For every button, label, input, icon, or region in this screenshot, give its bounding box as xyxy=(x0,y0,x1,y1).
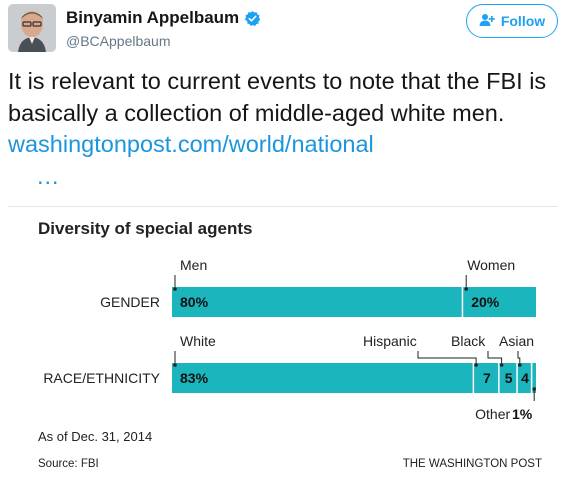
category-label-women: Women xyxy=(467,257,515,273)
verified-badge-icon xyxy=(244,10,261,27)
author-handle[interactable]: @BCAppelbaum xyxy=(66,33,171,49)
leader-dot-men xyxy=(173,287,177,291)
data-label-women: 20% xyxy=(471,294,500,310)
leader-dot-white xyxy=(173,363,177,367)
follow-button[interactable]: Follow xyxy=(466,4,558,38)
bar-race-ethnicity-asian xyxy=(517,363,531,393)
data-label-asian: 4 xyxy=(521,370,529,386)
chart-image[interactable]: Diversity of special agents GENDER 80% Men… xyxy=(8,206,558,480)
category-label-men: Men xyxy=(180,257,207,273)
avatar[interactable] xyxy=(8,4,56,52)
tweet-link-ellipsis[interactable]: … xyxy=(36,162,60,189)
author-name-text[interactable]: Binyamin Appelbaum xyxy=(66,8,240,27)
data-label-white: 83% xyxy=(180,370,209,386)
chart-credit: THE WASHINGTON POST xyxy=(403,458,542,470)
leader-dot-hispanic xyxy=(474,363,478,367)
leader-dot-women xyxy=(464,287,469,291)
leader-asian xyxy=(517,351,521,363)
data-label-men: 80% xyxy=(180,294,209,310)
data-label-hispanic: 7 xyxy=(483,370,491,386)
leader-hispanic xyxy=(417,351,477,363)
row-label-gender: GENDER xyxy=(100,294,160,310)
data-label-other: 1% xyxy=(512,406,533,422)
row-label-race-ethnicity: RACE/ETHNICITY xyxy=(43,370,160,386)
avatar-image xyxy=(8,4,56,52)
bar-race-ethnicity-other xyxy=(532,363,536,393)
leader-dot-other xyxy=(532,387,536,391)
leader-dot-black xyxy=(499,363,504,367)
bar-gender-women xyxy=(463,287,536,317)
bar-race-ethnicity-hispanic xyxy=(474,363,499,393)
category-label-white: White xyxy=(180,333,216,349)
tweet-link[interactable]: washingtonpost.com/world/national xyxy=(8,131,374,157)
category-label-asian: Asian xyxy=(499,333,534,349)
category-label-other: Other xyxy=(475,406,510,422)
category-label-hispanic: Hispanic xyxy=(363,333,417,349)
chart-note: As of Dec. 31, 2014 xyxy=(38,429,152,444)
chart-title: Diversity of special agents xyxy=(38,219,253,238)
category-label-black: Black xyxy=(451,333,486,349)
follow-label: Follow xyxy=(500,13,546,29)
author-name[interactable]: Binyamin Appelbaum xyxy=(66,8,261,28)
add-user-icon xyxy=(479,13,495,30)
data-label-black: 5 xyxy=(505,370,513,386)
leader-dot-asian xyxy=(518,363,522,367)
bar-race-ethnicity-white xyxy=(172,363,473,393)
bar-gender-men xyxy=(172,287,462,317)
chart-source: Source: FBI xyxy=(38,458,99,470)
bar-race-ethnicity-black xyxy=(499,363,517,393)
leader-black xyxy=(487,351,503,363)
chart-canvas: GENDER 80% Men 20% Women RACE/ETHNICITY 83% Whi… xyxy=(38,257,542,470)
tweet-text: It is relevant to current events to note… xyxy=(8,66,560,192)
tweet-body: It is relevant to current events to note… xyxy=(8,68,547,126)
